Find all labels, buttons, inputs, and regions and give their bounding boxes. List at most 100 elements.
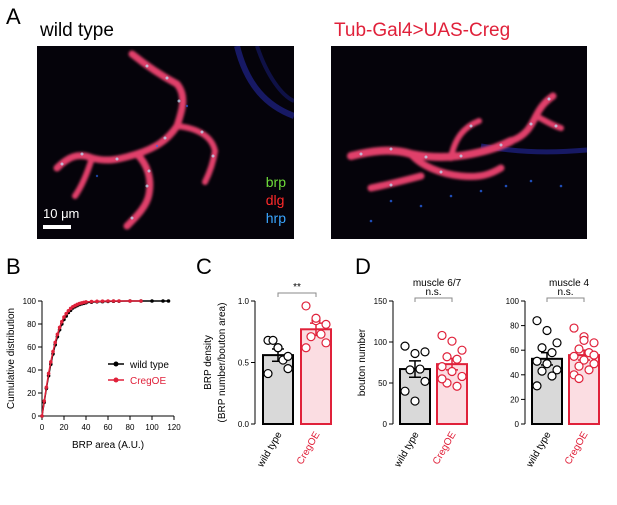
y-tick-label: 50 xyxy=(378,379,387,388)
data-point xyxy=(547,371,557,381)
data-point xyxy=(161,299,165,303)
x-tick-label: 100 xyxy=(145,423,159,432)
data-point xyxy=(268,335,278,345)
data-point xyxy=(410,396,420,406)
data-point xyxy=(117,299,121,303)
data-point xyxy=(139,299,143,303)
data-point xyxy=(64,311,68,316)
significance-label: n.s. xyxy=(557,287,573,298)
y-tick-label: 150 xyxy=(374,297,388,306)
significance-bracket xyxy=(414,297,453,302)
data-point xyxy=(552,365,562,375)
y-axis-label: bouton number xyxy=(357,328,368,396)
data-point xyxy=(316,329,326,339)
data-point xyxy=(273,343,283,353)
data-point xyxy=(400,386,410,396)
legend-hrp: hrp xyxy=(265,210,286,226)
data-point xyxy=(569,323,579,333)
y-tick-label: 40 xyxy=(510,371,519,380)
data-point xyxy=(532,381,542,391)
scale-bar-label: 10 μm xyxy=(43,206,80,221)
data-point xyxy=(589,359,599,369)
data-point xyxy=(321,338,331,348)
data-point xyxy=(437,374,447,384)
data-point xyxy=(457,371,467,382)
data-point xyxy=(128,299,132,303)
data-point xyxy=(53,340,57,345)
y-axis-label: Cumulative distribution xyxy=(6,308,17,409)
y-tick-label: 60 xyxy=(510,346,519,355)
chart-d-muscle-4: 0 20 40 60 80 100 muscle 4 wild type CregOE n.s. xyxy=(506,278,600,470)
y-tick-label: 0.0 xyxy=(238,420,250,429)
panel-label-b: B xyxy=(6,254,21,279)
data-point xyxy=(569,351,579,361)
data-point xyxy=(537,366,547,376)
data-point xyxy=(447,336,457,346)
data-point xyxy=(437,330,447,341)
microscopy-left-title: wild type xyxy=(40,20,114,41)
data-point xyxy=(301,343,311,353)
data-point xyxy=(301,301,311,311)
data-point xyxy=(574,373,584,384)
data-point xyxy=(283,364,293,374)
data-point xyxy=(66,308,71,313)
y-tick-label: 80 xyxy=(27,320,36,329)
y-tick-label: 100 xyxy=(506,297,520,306)
significance-label: ** xyxy=(293,282,301,293)
data-point xyxy=(457,345,467,355)
y-tick-label: 80 xyxy=(510,322,519,331)
data-point xyxy=(589,350,599,360)
y-tick-label: 1.0 xyxy=(238,297,250,306)
data-point xyxy=(311,313,321,323)
data-point xyxy=(420,347,430,357)
x-tick-label: 20 xyxy=(60,423,69,432)
data-point xyxy=(100,299,105,303)
y-tick-label: 60 xyxy=(27,343,36,352)
data-point xyxy=(306,332,316,342)
nmj-creg-image xyxy=(347,92,587,223)
legend-brp: brp xyxy=(265,174,286,190)
data-point xyxy=(40,414,44,418)
data-point xyxy=(111,299,116,303)
category-label-1: CregOE xyxy=(563,430,591,467)
data-point xyxy=(51,349,55,354)
data-point xyxy=(584,365,594,375)
data-point xyxy=(263,368,273,379)
y-tick-label: 0.5 xyxy=(238,359,250,368)
legend-dlg: dlg xyxy=(265,192,285,208)
data-point xyxy=(442,352,452,362)
category-label-1: CregOE xyxy=(431,430,459,467)
x-tick-label: 120 xyxy=(167,423,181,432)
data-point xyxy=(542,359,552,369)
series-line-0 xyxy=(41,300,169,417)
legend-marker-1 xyxy=(113,377,119,383)
chart-title: muscle 4 xyxy=(549,278,589,289)
legend-label-1: CregOE xyxy=(130,376,166,387)
data-point xyxy=(552,338,562,348)
data-point xyxy=(447,366,457,377)
series-line-1 xyxy=(41,300,141,417)
data-point xyxy=(537,343,547,353)
data-point xyxy=(452,381,462,391)
data-point xyxy=(574,344,584,354)
data-point xyxy=(452,354,462,364)
data-point xyxy=(579,335,589,345)
data-point xyxy=(95,299,99,304)
category-label-0: wild type xyxy=(392,430,422,470)
legend-marker-0 xyxy=(113,361,119,367)
data-point xyxy=(589,338,599,348)
significance-label: n.s. xyxy=(425,287,441,298)
chart-b-cumulative: 0 20 40 60 80 100 0 20 40 60 80 100 120 BRP area (A.U… xyxy=(6,297,181,451)
y-axis-label: BRP density xyxy=(203,335,214,390)
chart-d-muscle-6-7: 0 50 100 150 bouton number muscle 6/7 wild typ… xyxy=(357,278,468,470)
data-point xyxy=(42,399,46,403)
data-point xyxy=(60,319,64,324)
y-tick-label: 0 xyxy=(383,420,388,429)
panel-label-a: A xyxy=(6,4,21,29)
legend-label-0: wild type xyxy=(129,360,169,371)
data-point xyxy=(579,355,589,365)
microscopy-image-wild-type: brp dlg hrp 10 μm xyxy=(37,46,294,239)
x-axis-label: BRP area (A.U.) xyxy=(72,440,144,451)
chart-title: muscle 6/7 xyxy=(413,278,462,289)
data-point xyxy=(437,361,447,372)
